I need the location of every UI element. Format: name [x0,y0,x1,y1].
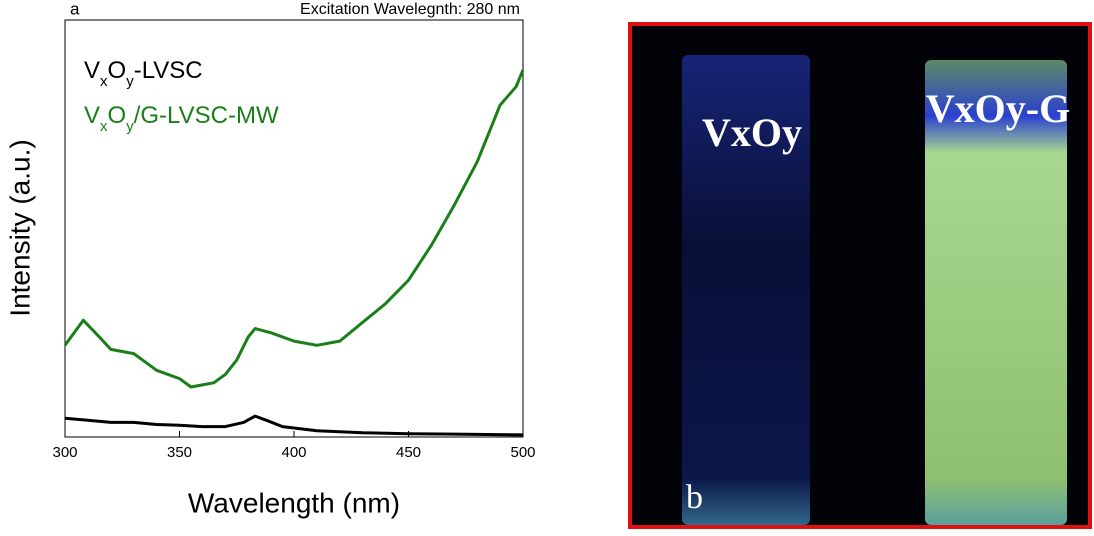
y-axis-label: Intensity (a.u.) [4,139,35,316]
x-axis-label: Wavelength (nm) [188,487,400,518]
x-tick-label: 450 [396,444,421,461]
subtitle: Excitation Wavelegnth: 280 nm [300,1,520,18]
series-line [63,69,525,389]
cuvette-vxoy [682,55,810,525]
panel-label: b [686,479,703,516]
cuvette-vxoy-g [925,60,1067,525]
x-tick-label: 400 [281,444,306,461]
series-line [64,414,524,437]
photo-label: VxOy-G [926,86,1070,131]
legend-entry: VxOy-LVSC [84,57,203,90]
photo-label: VxOy [702,110,802,155]
x-tick-label: 500 [510,444,535,461]
panel-label: a [70,0,80,18]
x-tick-label: 300 [52,444,77,461]
legend-entry: VxOy/G-LVSC-MW [84,102,279,135]
x-tick-label: 350 [167,444,192,461]
